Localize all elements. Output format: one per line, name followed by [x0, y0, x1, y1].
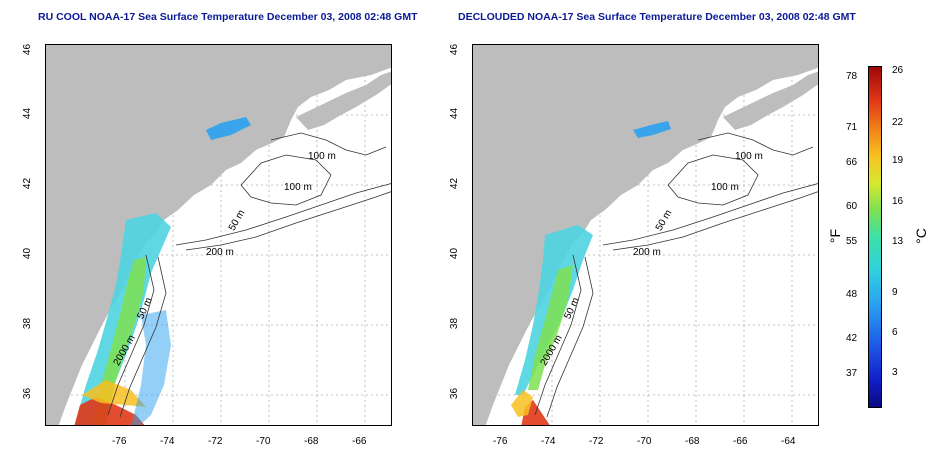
lat-tick: 38: [449, 317, 461, 330]
lon-tick: -76: [112, 436, 127, 447]
fahrenheit-unit-label: °F: [827, 228, 844, 244]
lat-tick: 40: [449, 247, 461, 260]
left-map-canvas: [46, 45, 391, 425]
lat-tick: 46: [449, 43, 461, 56]
sst-patch-maine: [206, 117, 251, 140]
colorbar-c-tick: 16: [892, 196, 904, 207]
contour-label: 200 m: [633, 247, 661, 258]
lon-tick: -74: [541, 436, 556, 447]
land-mass: [46, 45, 391, 425]
colorbar-f-tick: 66: [846, 157, 858, 168]
right-map-canvas: [473, 45, 818, 425]
contour-label: 100 m: [308, 151, 336, 162]
colorbar-c-tick: 26: [892, 65, 904, 76]
lat-tick: 36: [22, 387, 34, 400]
lon-tick: -66: [733, 436, 748, 447]
colorbar-c-tick: 3: [892, 367, 898, 378]
lon-tick: -76: [493, 436, 508, 447]
colorbar-f-tick: 48: [846, 289, 858, 300]
left-sst-map: 100 m 100 m 50 m 200 m 50 m 2000 m: [45, 44, 392, 426]
lon-tick: -66: [352, 436, 367, 447]
sst-band-orange: [511, 390, 533, 417]
colorbar-c-tick: 19: [892, 155, 904, 166]
nova-scotia: [296, 71, 391, 130]
lon-tick: -68: [304, 436, 319, 447]
lon-tick: -70: [256, 436, 271, 447]
contour-label: 100 m: [711, 182, 739, 193]
right-sst-map: 100 m 100 m 50 m 200 m 50 m 2000 m: [472, 44, 819, 426]
lat-tick: 36: [449, 387, 461, 400]
contour-label: 100 m: [284, 182, 312, 193]
lon-tick: -72: [208, 436, 223, 447]
lat-tick: 40: [22, 247, 34, 260]
bathymetry-contours: [534, 132, 818, 418]
lon-tick: -68: [685, 436, 700, 447]
left-map-title: RU COOL NOAA-17 Sea Surface Temperature …: [38, 11, 418, 23]
lat-tick: 38: [22, 317, 34, 330]
lat-tick: 42: [449, 177, 461, 190]
colorbar-f-tick: 60: [846, 201, 858, 212]
colorbar-f-tick: 71: [846, 122, 858, 133]
lon-tick: -74: [160, 436, 175, 447]
lon-tick: -72: [589, 436, 604, 447]
nova-scotia: [723, 71, 818, 130]
colorbar-c-tick: 6: [892, 327, 898, 338]
lon-tick: -64: [781, 436, 796, 447]
land-mass: [473, 45, 818, 425]
contour-label: 200 m: [206, 247, 234, 258]
sst-scatter: [131, 310, 171, 425]
colorbar-f-tick: 78: [846, 71, 858, 82]
bathymetry-contours: [107, 132, 391, 418]
right-map-title: DECLOUDED NOAA-17 Sea Surface Temperatur…: [458, 11, 856, 23]
temperature-colorbar: [868, 66, 882, 408]
celsius-unit-label: °C: [912, 228, 929, 244]
colorbar-f-tick: 42: [846, 333, 858, 344]
sst-patch-maine: [633, 121, 671, 138]
colorbar-c-tick: 9: [892, 287, 898, 298]
colorbar-f-tick: 37: [846, 368, 858, 379]
contour-label: 100 m: [735, 151, 763, 162]
colorbar-f-tick: 55: [846, 236, 858, 247]
lat-tick: 44: [22, 107, 34, 120]
colorbar-c-tick: 22: [892, 117, 904, 128]
sst-band-warm: [528, 265, 573, 390]
colorbar-c-tick: 13: [892, 236, 904, 247]
sst-band-orange: [82, 380, 146, 407]
lat-tick: 44: [449, 107, 461, 120]
lat-tick: 42: [22, 177, 34, 190]
lat-tick: 46: [22, 43, 34, 56]
lon-tick: -70: [637, 436, 652, 447]
